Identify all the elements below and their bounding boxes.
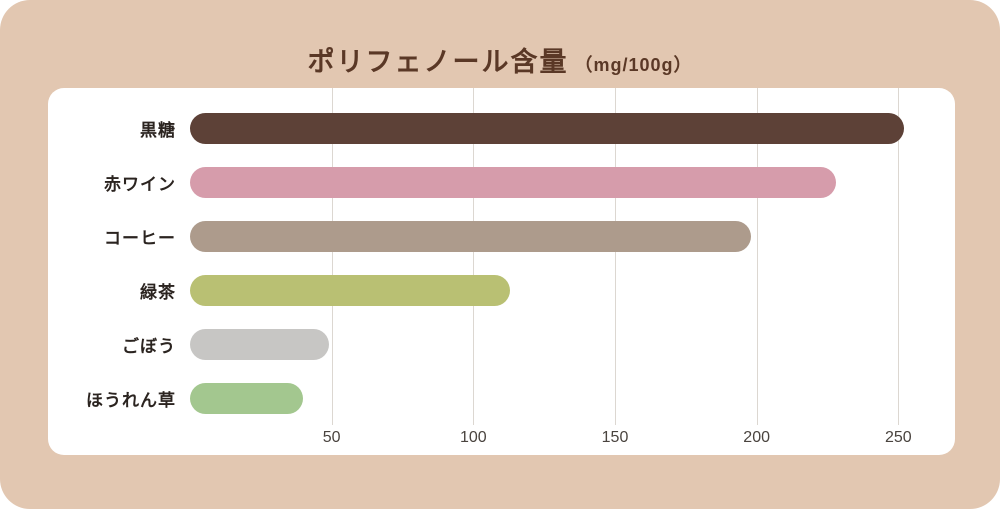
bar-track [190, 221, 955, 253]
bar [190, 221, 751, 253]
gridline [331, 88, 333, 425]
x-tick-label: 200 [743, 429, 771, 446]
gridlines [190, 88, 955, 425]
category-label: ほうれん草 [86, 390, 176, 410]
bar-track [190, 328, 955, 360]
x-tick-label: 50 [322, 429, 341, 446]
category-label: 緑茶 [140, 282, 176, 302]
bar [190, 167, 836, 199]
x-axis-ticks: 50 100 150 200 250 [190, 429, 955, 449]
bar-row: 赤ワイン [48, 156, 955, 210]
chart-title: ポリフェノール含量 （mg/100g） [0, 40, 1000, 79]
bar-row: ほうれん草 [48, 371, 955, 425]
bar [190, 328, 329, 360]
gridline [756, 88, 758, 425]
bar-track [190, 113, 955, 145]
gridline [898, 88, 900, 425]
bar-track [190, 167, 955, 199]
chart-title-text: ポリフェノール含量 [307, 47, 569, 77]
x-tick-label: 150 [601, 429, 629, 446]
bar-track [190, 274, 955, 306]
bar-row: 緑茶 [48, 263, 955, 317]
bar-row: 黒糖 [48, 102, 955, 156]
bar [190, 274, 511, 306]
plot-panel: 黒糖赤ワインコーヒー緑茶ごぼうほうれん草 50 100 150 200 250 [48, 88, 955, 455]
bar-rows: 黒糖赤ワインコーヒー緑茶ごぼうほうれん草 [48, 102, 955, 425]
bar-row: コーヒー [48, 210, 955, 264]
gridline [615, 88, 616, 425]
bar [190, 113, 904, 145]
bar-row: ごぼう [48, 317, 955, 371]
category-label: ごぼう [122, 336, 176, 356]
gridline [473, 88, 475, 425]
category-label: 黒糖 [140, 121, 176, 141]
bar-track [190, 382, 955, 414]
x-tick-label: 100 [459, 429, 487, 446]
category-label: コーヒー [104, 229, 176, 249]
x-tick-label: 250 [884, 429, 912, 446]
category-label: 赤ワイン [104, 175, 176, 195]
bar [190, 382, 304, 414]
chart-title-unit: （mg/100g） [574, 55, 693, 75]
